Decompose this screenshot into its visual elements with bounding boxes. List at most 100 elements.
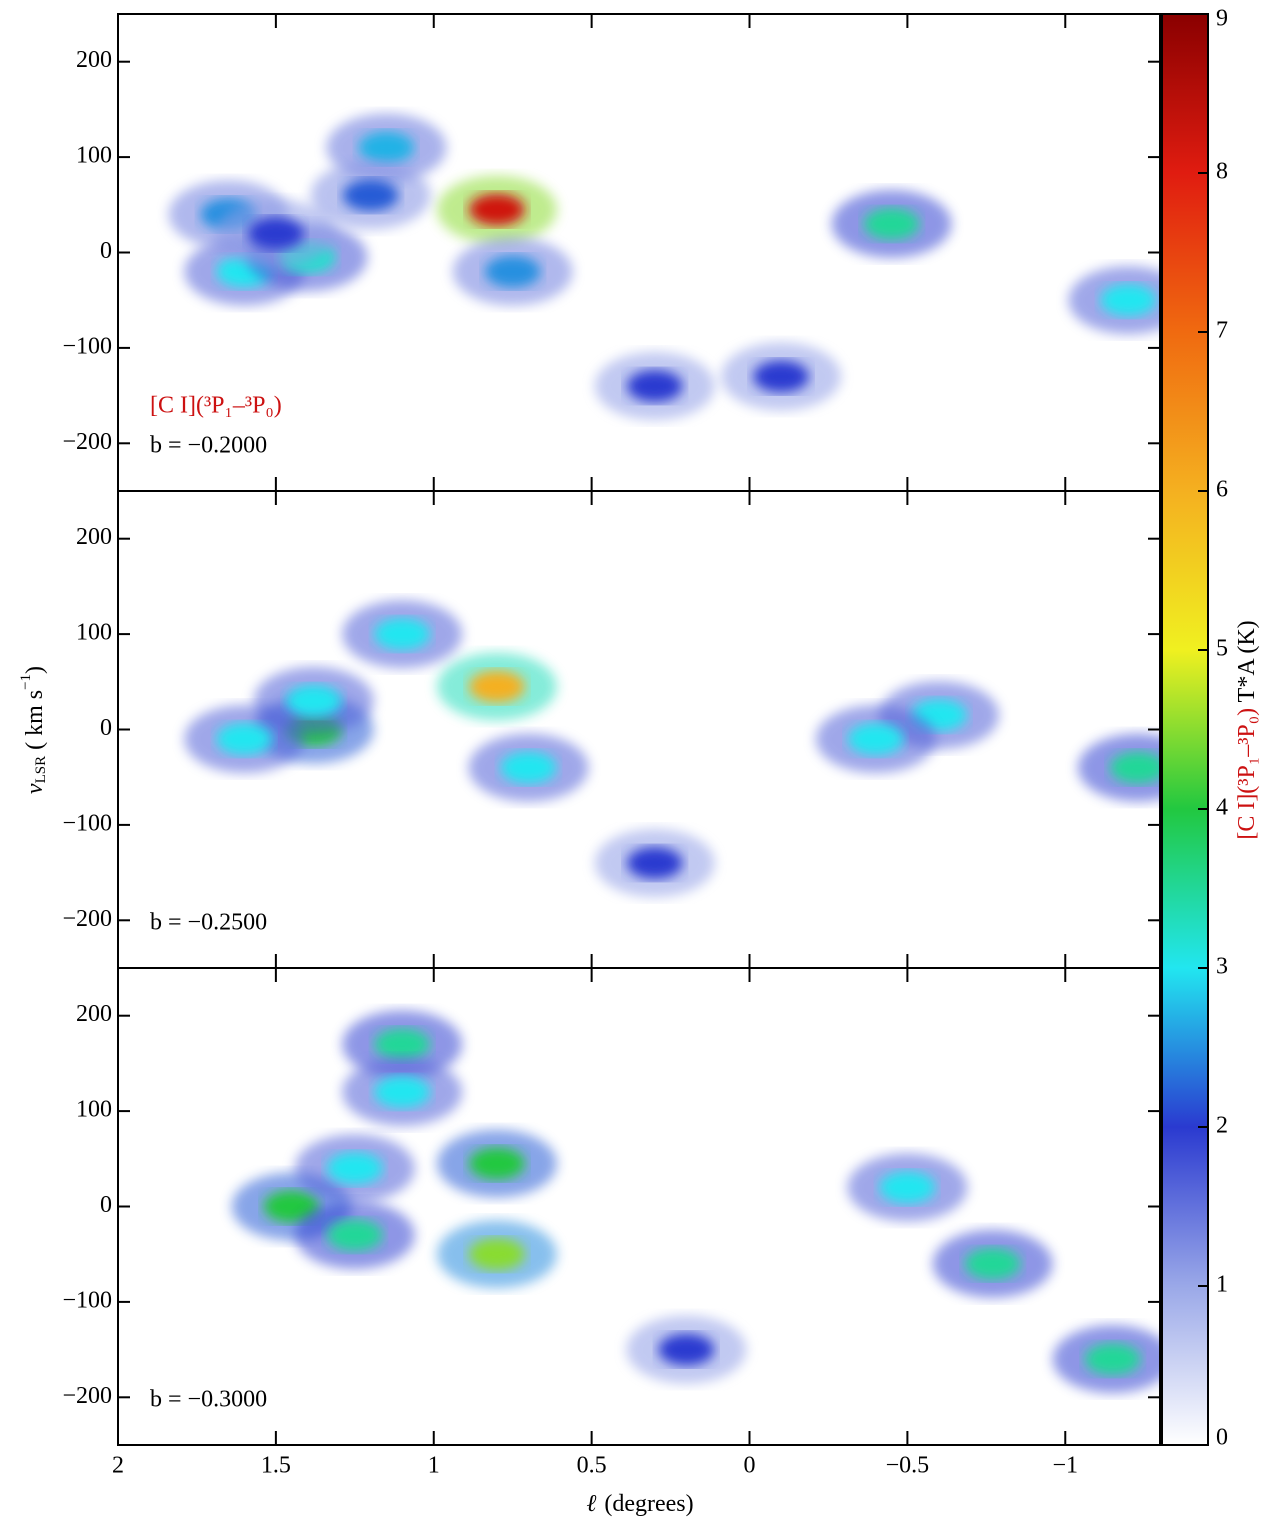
emission-feature: [310, 161, 431, 230]
feature-core: [263, 1190, 320, 1223]
x-tick-label: 1: [428, 1453, 440, 1479]
feature-core: [468, 1238, 525, 1271]
emission-feature: [847, 1153, 968, 1222]
x-tick-label: −0.5: [886, 1453, 930, 1479]
colorbar: [1161, 13, 1209, 1446]
y-tick-label: 100: [76, 143, 112, 169]
feature-core: [626, 847, 683, 880]
colorbar-tick-label: 1: [1216, 1272, 1228, 1298]
feature-core: [326, 1219, 383, 1252]
emission-feature: [184, 705, 305, 774]
panel-features: [231, 1010, 1160, 1394]
feature-core: [753, 360, 810, 393]
panel-features: [168, 113, 1160, 421]
panel-label: b = −0.2000: [150, 433, 267, 459]
emission-feature: [342, 1058, 463, 1127]
x-tick-label: 0: [744, 1453, 756, 1479]
y-label-part: ( km s: [22, 690, 48, 756]
y-tick-label: 0: [100, 715, 112, 741]
y-tick-label: 100: [76, 1097, 112, 1123]
emission-feature: [594, 352, 715, 421]
emission-feature: [626, 1315, 747, 1384]
y-tick-label: 200: [76, 524, 112, 550]
panel-label: b = −0.2500: [150, 910, 267, 936]
emission-feature: [1077, 733, 1160, 802]
y-axis-label: vLSR ( km s−1): [18, 666, 49, 794]
feature-core: [626, 370, 683, 403]
emission-feature: [831, 189, 952, 258]
feature-core: [247, 217, 304, 250]
y-tick-label: −100: [62, 1287, 112, 1313]
feature-core: [468, 1147, 525, 1180]
colorbar-tick-label: 2: [1216, 1113, 1228, 1139]
emission-feature: [342, 1010, 463, 1079]
y-label-part: −1: [18, 674, 34, 690]
feature-core: [326, 1152, 383, 1185]
emission-feature: [932, 1229, 1053, 1298]
feature-core: [863, 207, 920, 240]
y-tick-label: −200: [62, 906, 112, 932]
x-tick-label: −1: [1052, 1453, 1078, 1479]
x-tick-label: 0.5: [577, 1453, 607, 1479]
colorbar-species: [C I](³P₁–³P₀): [1234, 708, 1260, 840]
emission-feature: [468, 733, 589, 802]
emission-feature: [215, 199, 336, 268]
feature-core: [216, 723, 273, 756]
y-tick-label: −100: [62, 810, 112, 836]
feature-core: [484, 255, 541, 288]
feature-core: [1109, 751, 1160, 784]
emission-feature: [594, 829, 715, 898]
colorbar-tick-label: 8: [1216, 159, 1228, 185]
emission-feature: [815, 705, 936, 774]
colorbar-tick-label: 6: [1216, 477, 1228, 503]
colorbar-tick-label: 0: [1216, 1425, 1228, 1451]
colorbar-tick-label: 5: [1216, 636, 1228, 662]
feature-core: [847, 723, 904, 756]
y-tick-label: 200: [76, 1001, 112, 1027]
y-tick-label: 100: [76, 620, 112, 646]
y-tick-label: −100: [62, 333, 112, 359]
colorbar-tick-label: 9: [1216, 6, 1228, 32]
feature-core: [1100, 284, 1157, 317]
feature-core: [1084, 1343, 1141, 1376]
panel-label: b = −0.3000: [150, 1387, 267, 1413]
panel-features: [184, 600, 1160, 898]
emission-feature: [1068, 266, 1160, 335]
feature-core: [374, 1028, 431, 1061]
colorbar-tick-label: 3: [1216, 954, 1228, 980]
emission-feature: [721, 342, 842, 411]
y-label-part: ): [22, 666, 48, 674]
feature-core: [342, 179, 399, 212]
y-tick-label: −200: [62, 1383, 112, 1409]
emission-feature: [1052, 1325, 1160, 1394]
colorbar-label: [C I](³P₁–³P₀) T*A (K): [1234, 620, 1260, 839]
y-tick-label: 0: [100, 238, 112, 264]
y-tick-label: −200: [62, 429, 112, 455]
y-label-part: v: [22, 783, 48, 794]
emission-feature: [436, 1129, 557, 1198]
feature-core: [285, 684, 342, 717]
feature-core: [964, 1247, 1021, 1280]
emission-feature: [294, 1134, 415, 1203]
emission-feature: [436, 175, 557, 244]
x-tick-label: 2: [112, 1453, 124, 1479]
x-label-unit: (degrees): [604, 1491, 693, 1517]
feature-core: [374, 618, 431, 651]
line-label: [C I](³P₁–³P₀): [150, 393, 282, 419]
colorbar-tick-label: 4: [1216, 795, 1228, 821]
emission-feature: [452, 237, 573, 306]
feature-core: [468, 193, 525, 226]
feature-core: [500, 751, 557, 784]
feature-core: [879, 1171, 936, 1204]
emission-feature: [342, 600, 463, 669]
emission-feature: [294, 1201, 415, 1270]
y-tick-label: 200: [76, 47, 112, 73]
feature-core: [358, 131, 415, 164]
x-axis-label: ℓ (degrees): [586, 1491, 693, 1517]
y-tick-label: 0: [100, 1192, 112, 1218]
emission-feature: [436, 1220, 557, 1289]
x-label-symbol: ℓ: [586, 1491, 596, 1517]
colorbar-tick-label: 7: [1216, 318, 1228, 344]
y-label-part: LSR: [33, 756, 49, 784]
